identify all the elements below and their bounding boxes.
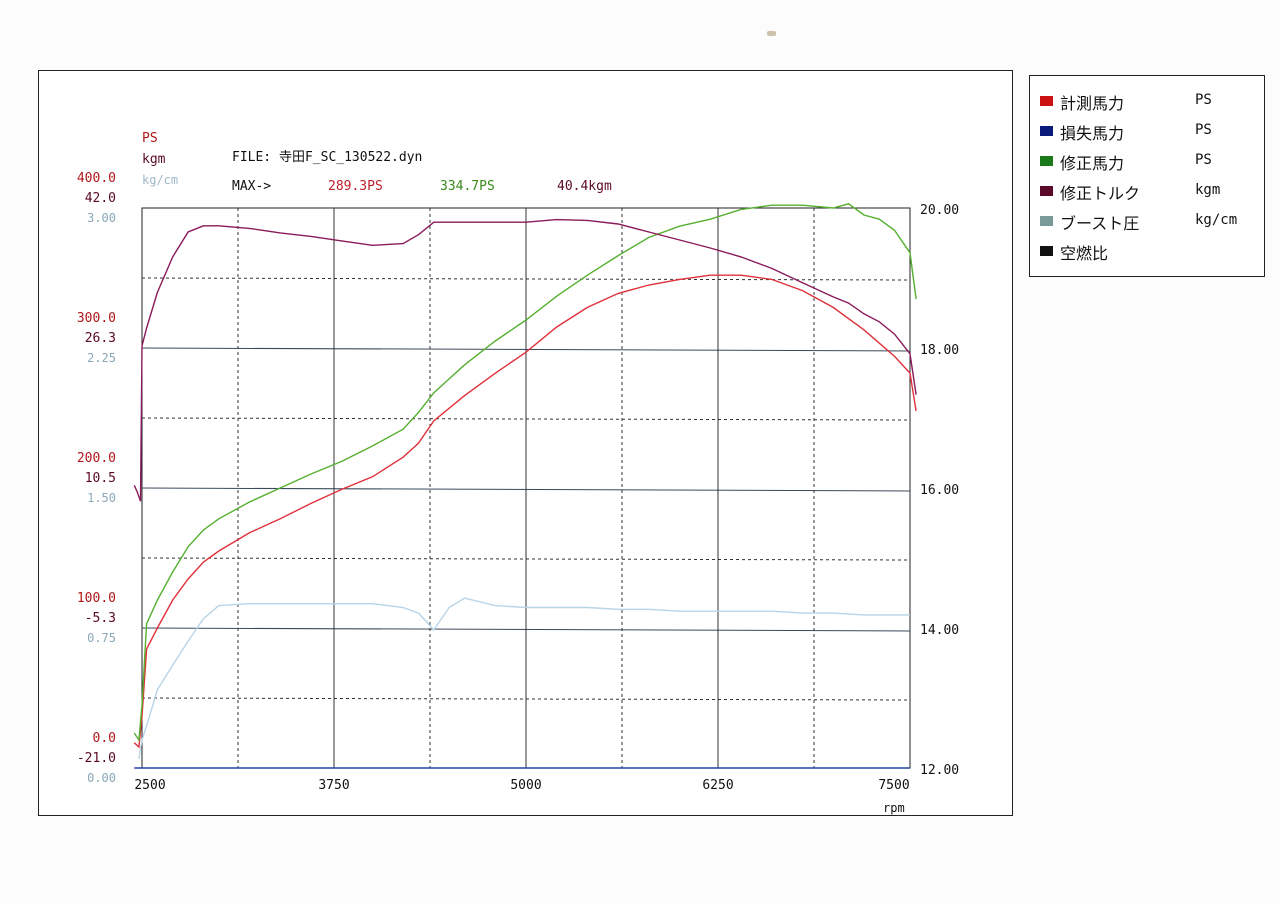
y-tick-right: 20.00 [920, 203, 959, 218]
x-tick: 7500 [878, 778, 909, 793]
series-layer [133, 203, 917, 769]
legend-swatch [1040, 216, 1053, 226]
axis-labels: 400.0 300.0 200.0 100.0 0.0 42.0 26.3 10.5 -5.3 -… [77, 171, 959, 793]
y-tick-kgcm: 0.75 [87, 631, 116, 645]
x-tick: 2500 [134, 778, 165, 793]
legend-unit: kg/cm [1195, 212, 1238, 228]
legend-swatch [1040, 186, 1053, 196]
y-tick-ps: 200.0 [77, 451, 116, 466]
y-tick-right: 16.00 [920, 483, 959, 498]
legend-item: 修正馬力 PS [1040, 150, 1260, 173]
y-tick-kgm: 10.5 [85, 471, 116, 486]
y-tick-ps: 0.0 [93, 731, 116, 746]
series-line-boost [138, 597, 910, 759]
legend-unit: PS [1195, 152, 1212, 168]
legend-item: 修正トルク kgm [1040, 180, 1260, 203]
file-label: FILE: 寺田F_SC_130522.dyn [232, 150, 422, 165]
legend-label: 計測馬力 [1060, 94, 1125, 113]
y-tick-right: 14.00 [920, 623, 959, 638]
legend-item: 損失馬力 PS [1040, 120, 1260, 143]
legend-label: 修正トルク [1060, 184, 1141, 203]
ps-unit-header: PS [142, 131, 158, 146]
max-corrected-hp-value: 334.7PS [440, 179, 495, 194]
y-tick-kgcm: 1.50 [87, 491, 116, 505]
y-tick-kgm: -21.0 [77, 751, 116, 766]
scan-speck [767, 31, 776, 36]
legend-label: 損失馬力 [1060, 124, 1125, 143]
series-line-corrected [133, 203, 917, 743]
legend: 計測馬力 PS 損失馬力 PS 修正馬力 PS 修正トルク kgm ブースト圧 kg/cm 空燃比 [1029, 75, 1265, 277]
legend-item: 計測馬力 PS [1040, 90, 1260, 113]
y-tick-kgm: -5.3 [85, 611, 116, 626]
y-tick-ps: 100.0 [77, 591, 116, 606]
legend-label: 空燃比 [1060, 244, 1109, 263]
legend-item: 空燃比 [1040, 240, 1260, 263]
kgm-unit-header: kgm [142, 152, 166, 167]
max-label: MAX-> [232, 179, 271, 194]
series-line-hp [133, 274, 917, 749]
legend-unit: kgm [1195, 182, 1221, 198]
x-tick: 6250 [702, 778, 733, 793]
series-line-torque [133, 218, 917, 502]
legend-unit: PS [1195, 122, 1212, 138]
y-tick-ps: 300.0 [77, 311, 116, 326]
y-tick-kgm: 26.3 [85, 331, 116, 346]
x-unit-label: rpm [883, 801, 905, 815]
legend-unit: PS [1195, 92, 1212, 108]
y-tick-right: 18.00 [920, 343, 959, 358]
y-tick-kgcm: 0.00 [87, 771, 116, 785]
y-tick-kgcm: 3.00 [87, 211, 116, 225]
legend-swatch [1040, 246, 1053, 256]
max-torque-value: 40.4kgm [557, 179, 612, 194]
kgcm-unit-header: kg/cm [142, 173, 178, 187]
y-tick-kgm: 42.0 [85, 191, 116, 206]
legend-swatch [1040, 96, 1053, 106]
x-tick: 5000 [510, 778, 541, 793]
y-tick-right: 12.00 [920, 763, 959, 778]
grid-layer [141, 207, 911, 769]
legend-label: 修正馬力 [1060, 154, 1125, 173]
legend-swatch [1040, 126, 1053, 136]
max-hp-value: 289.3PS [328, 179, 383, 194]
y-tick-ps: 400.0 [77, 171, 116, 186]
legend-label: ブースト圧 [1060, 214, 1140, 233]
legend-swatch [1040, 156, 1053, 166]
x-tick: 3750 [318, 778, 349, 793]
y-tick-kgcm: 2.25 [87, 351, 116, 365]
legend-item: ブースト圧 kg/cm [1040, 210, 1260, 233]
